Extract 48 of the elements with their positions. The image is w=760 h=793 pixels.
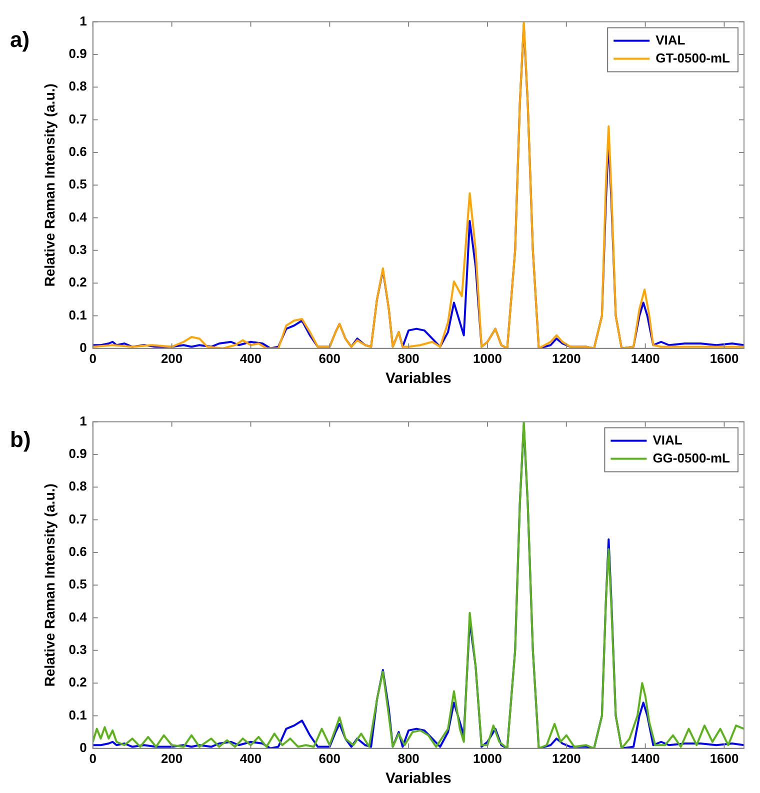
y-axis-title: Relative Raman Intensity (a.u.) xyxy=(41,484,58,687)
x-tick-label: 1600 xyxy=(710,750,739,766)
text: b) xyxy=(10,427,31,452)
y-tick-label: 0.3 xyxy=(68,242,87,257)
y-tick-label: 0 xyxy=(80,740,87,755)
y-tick-label: 0.7 xyxy=(68,511,87,526)
x-tick-label: 1600 xyxy=(710,350,739,366)
y-tick-label: 0.1 xyxy=(68,707,87,722)
x-tick-label: 400 xyxy=(240,350,262,366)
y-tick-label: 0.6 xyxy=(68,144,87,160)
y-tick-label: 0.9 xyxy=(68,446,87,462)
y-tick-label: 0 xyxy=(80,340,87,355)
x-tick-label: 1000 xyxy=(473,350,502,366)
legend-label: VIAL xyxy=(652,432,682,448)
y-tick-label: 0.6 xyxy=(68,544,87,560)
y-tick-label: 0.2 xyxy=(68,674,87,690)
x-tick-label: 400 xyxy=(240,750,262,766)
y-tick-label: 0.1 xyxy=(68,307,87,322)
y-tick-label: 0.5 xyxy=(68,176,87,192)
x-tick-label: 1400 xyxy=(630,350,660,366)
y-tick-label: 0.5 xyxy=(68,576,87,592)
y-tick-label: 0.8 xyxy=(68,78,87,94)
legend-label: GG-0500-mL xyxy=(652,450,730,466)
x-tick-label: 600 xyxy=(318,350,340,366)
y-tick-label: 0.3 xyxy=(68,642,87,657)
legend-label: GT-0500-mL xyxy=(656,50,730,66)
y-tick-label: 0.4 xyxy=(68,609,88,624)
y-tick-label: 0.9 xyxy=(68,46,87,62)
x-tick-label: 200 xyxy=(160,750,183,766)
x-tick-label: 600 xyxy=(318,750,340,766)
x-tick-label: 1400 xyxy=(630,750,660,766)
legend-label: VIAL xyxy=(656,32,686,48)
y-tick-label: 0.2 xyxy=(68,274,87,290)
x-tick-label: 200 xyxy=(160,350,183,366)
x-axis-title: Variables xyxy=(385,370,452,388)
x-axis-title: Variables xyxy=(385,770,452,788)
text: a) xyxy=(10,27,30,52)
x-tick-label: 1200 xyxy=(552,750,581,766)
y-tick-label: 0.7 xyxy=(68,111,87,126)
y-tick-label: 1 xyxy=(80,413,87,428)
x-tick-label: 1000 xyxy=(473,750,502,766)
x-tick-label: 800 xyxy=(398,750,420,766)
x-tick-label: 800 xyxy=(398,350,420,366)
y-tick-label: 1 xyxy=(80,13,87,28)
x-tick-label: 1200 xyxy=(552,350,581,366)
y-tick-label: 0.8 xyxy=(68,478,87,494)
y-tick-label: 0.4 xyxy=(68,209,88,224)
y-axis-title: Relative Raman Intensity (a.u.) xyxy=(41,84,58,287)
